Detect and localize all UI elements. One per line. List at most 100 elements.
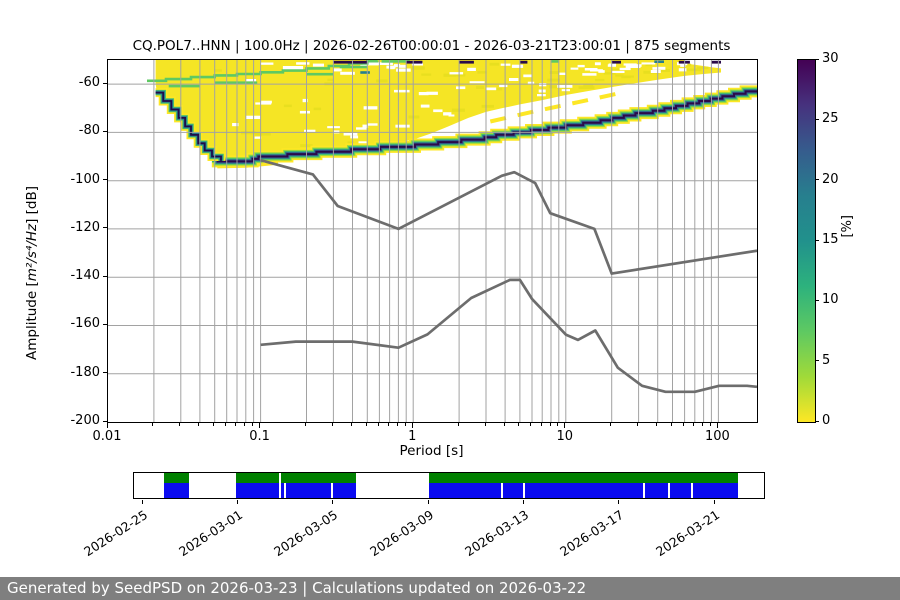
x-tick-mark — [106, 422, 108, 428]
x-minor-tick-mark — [549, 422, 551, 426]
x-tick-mark — [259, 422, 261, 428]
x-minor-tick-mark — [213, 422, 215, 426]
x-minor-tick-mark — [484, 422, 486, 426]
colorbar-tick-mark — [815, 299, 819, 301]
heatmap-speckle — [476, 85, 484, 89]
x-minor-tick-mark — [656, 422, 658, 426]
heatmap-speckle — [680, 64, 686, 67]
x-minor-tick-mark — [244, 422, 246, 426]
ppsd-green-dash — [214, 81, 258, 84]
timeline-tick-mark — [523, 500, 524, 504]
heatmap-speckle — [656, 66, 666, 70]
heatmap-speckle — [451, 108, 465, 112]
timeline-date-label: 2026-03-05 — [271, 507, 341, 560]
heatmap-speckle — [395, 124, 410, 128]
y-tick-label: -200 — [70, 413, 100, 428]
colorbar-tick-label: 20 — [822, 171, 839, 187]
x-minor-tick-mark — [235, 422, 237, 426]
heatmap-speckle — [356, 127, 367, 130]
timeline-separator — [668, 482, 670, 498]
x-minor-tick-mark — [540, 422, 542, 426]
heatmap-speckle — [313, 107, 322, 111]
timeline-segment-green — [164, 473, 189, 483]
heatmap-speckle — [398, 64, 407, 68]
heatmap-speckle — [448, 114, 455, 117]
x-minor-tick-mark — [225, 422, 227, 426]
heatmap-speckle — [509, 78, 519, 81]
noise-model-low-line — [260, 278, 757, 394]
timeline-coverage-bar — [133, 472, 765, 499]
ppsd-green-dash — [381, 60, 410, 63]
heatmap-speckle — [362, 124, 369, 128]
colorbar-tick-mark — [815, 58, 819, 60]
x-minor-tick-mark — [377, 422, 379, 426]
heatmap-speckle — [456, 86, 466, 90]
heatmap-speckle — [421, 73, 432, 76]
x-minor-tick-mark — [610, 422, 612, 426]
heatmap-speckle — [418, 92, 429, 96]
y-tick-label: -80 — [78, 123, 100, 139]
x-minor-tick-mark — [350, 422, 352, 426]
heatmap-speckle — [299, 110, 310, 114]
plot-area — [107, 59, 758, 423]
x-axis-label: Period [s] — [399, 443, 464, 459]
heatmap-speckle — [678, 68, 687, 72]
y-tick-label: -140 — [70, 268, 100, 284]
heatmap-speckle — [327, 78, 334, 82]
timeline-segment-green — [236, 473, 356, 483]
y-tick-mark — [103, 275, 107, 277]
y-tick-label: -120 — [70, 219, 100, 235]
heatmap-speckle — [625, 65, 641, 68]
heatmap-speckle — [677, 62, 688, 66]
colorbar-label: [%] — [840, 215, 855, 238]
heatmap-speckle — [394, 89, 410, 93]
heatmap-speckle — [245, 79, 257, 82]
colorbar-tick-mark — [815, 420, 819, 422]
heatmap-speckle — [469, 81, 485, 84]
heatmap-speckle — [578, 86, 595, 89]
heatmap-speckle — [312, 63, 324, 67]
heatmap-speckle — [656, 68, 667, 72]
ppsd-top-dash — [406, 60, 423, 64]
x-minor-tick-mark — [693, 422, 695, 426]
x-tick-label: 10 — [556, 429, 574, 444]
heatmap-speckle — [350, 135, 359, 139]
heatmap-speckle — [611, 70, 625, 73]
heatmap-speckle — [340, 71, 355, 75]
heatmap-speckle — [477, 71, 487, 74]
y-tick-mark — [103, 323, 107, 325]
heatmap-speckle — [598, 70, 605, 73]
timeline-date-label: 2026-03-21 — [653, 507, 723, 560]
y-tick-mark — [103, 372, 107, 374]
x-minor-tick-mark — [457, 422, 459, 426]
heatmap-speckle — [378, 62, 393, 65]
plot-title: CQ.POL7..HNN | 100.0Hz | 2026-02-26T00:0… — [132, 38, 731, 54]
heatmap-speckle — [577, 64, 585, 68]
heatmap-speckle — [408, 115, 420, 119]
heatmap-speckle — [650, 70, 661, 73]
y-tick-mark — [103, 227, 107, 229]
heatmap-speckle — [557, 85, 573, 88]
ppsd-green-dash — [306, 72, 334, 76]
timeline-segment-blue — [164, 482, 189, 498]
heatmap-speckle — [411, 62, 423, 66]
heatmap-speckle — [467, 67, 476, 71]
heatmap-speckle — [296, 62, 310, 65]
timeline-separator — [523, 482, 525, 498]
heatmap-speckle — [410, 66, 425, 70]
timeline-date-label: 2026-03-13 — [462, 507, 532, 560]
heatmap-speckle — [595, 78, 605, 82]
x-minor-tick-mark — [557, 422, 559, 426]
x-minor-tick-mark — [404, 422, 406, 426]
x-minor-tick-mark — [518, 422, 520, 426]
heatmap-speckle — [686, 68, 702, 72]
ppsd-green-dash — [339, 65, 368, 69]
heatmap-speckle — [332, 130, 340, 134]
heatmap-speckle — [621, 76, 631, 79]
x-minor-tick-mark — [365, 422, 367, 426]
x-minor-tick-mark — [683, 422, 685, 426]
heatmap-speckle — [489, 62, 500, 66]
ppsd-top-dash — [519, 60, 528, 64]
timeline-date-label: 2026-03-17 — [557, 507, 627, 560]
colorbar-tick-label: 0 — [822, 413, 831, 428]
